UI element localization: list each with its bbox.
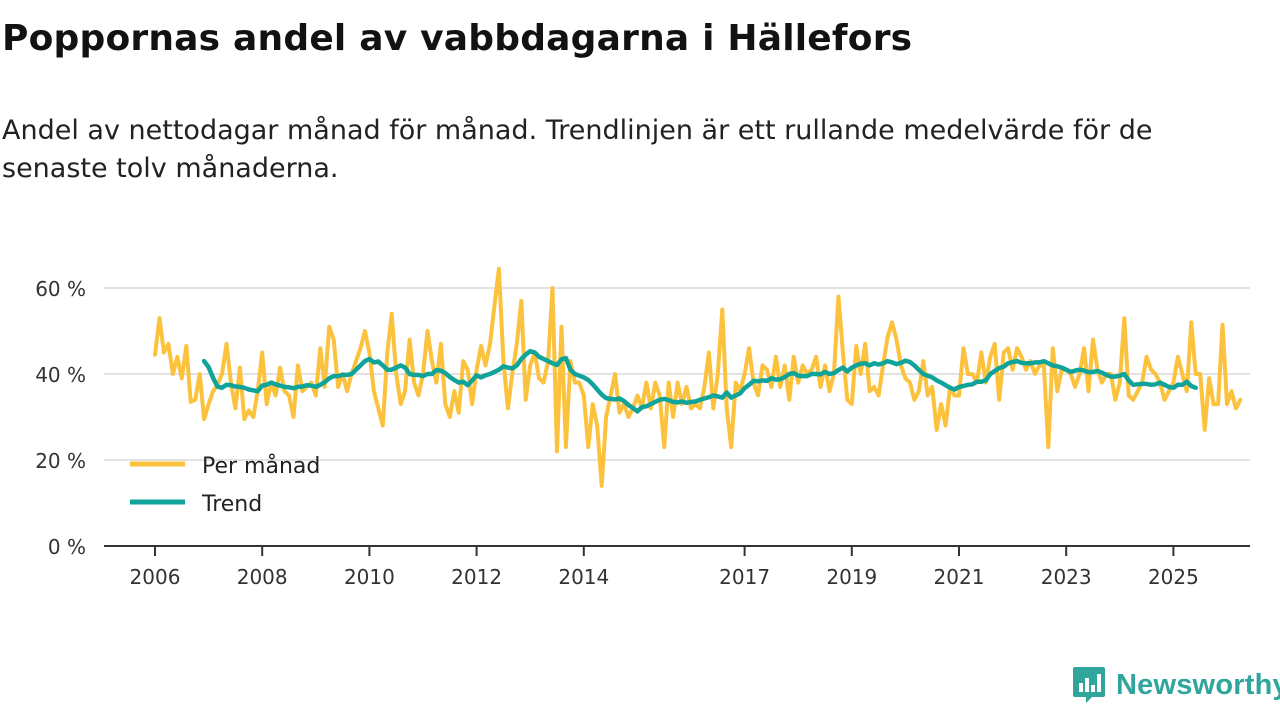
x-tick-label: 2025 (1148, 565, 1199, 589)
newsworthy-logo-icon (1073, 667, 1105, 703)
series-line-trend (201, 348, 1198, 414)
x-tick-label: 2023 (1041, 565, 1092, 589)
x-tick-label: 2014 (558, 565, 609, 589)
newsworthy-logo-text: Newsworthy (1116, 668, 1280, 701)
y-tick-label: 60 % (35, 277, 86, 301)
x-tick-label: 2017 (719, 565, 770, 589)
y-axis-ticks: 0 % 20 % 40 % 60 % (35, 277, 86, 559)
x-tick-label: 2010 (344, 565, 395, 589)
x-tick-label: 2019 (826, 565, 877, 589)
newsworthy-logo[interactable]: Newsworthy (1072, 664, 1280, 706)
x-axis-ticks: 2006 2008 2010 2012 2014 2017 2019 2021 2023 2025 (130, 546, 1199, 589)
chart-title: Poppornas andel av vabbdagarna i Hällefo… (2, 18, 913, 59)
x-tick-label: 2012 (451, 565, 502, 589)
y-tick-label: 0 % (48, 535, 86, 559)
chart-subtitle: Andel av nettodagar månad för månad. Tre… (2, 115, 1153, 184)
legend: Per månad Trend (130, 453, 320, 517)
series-lines (153, 266, 1243, 488)
line-chart: 0 % 20 % 40 % 60 % 2006 2008 2010 2012 2014 2017… (35, 266, 1250, 589)
x-tick-label: 2008 (237, 565, 288, 589)
x-tick-label: 2006 (130, 565, 181, 589)
y-tick-label: 40 % (35, 363, 86, 387)
legend-label-monthly: Per månad (202, 453, 320, 479)
series-line-monthly (153, 266, 1243, 488)
x-tick-label: 2021 (934, 565, 985, 589)
legend-label-trend: Trend (201, 492, 262, 517)
y-tick-label: 20 % (35, 449, 86, 473)
